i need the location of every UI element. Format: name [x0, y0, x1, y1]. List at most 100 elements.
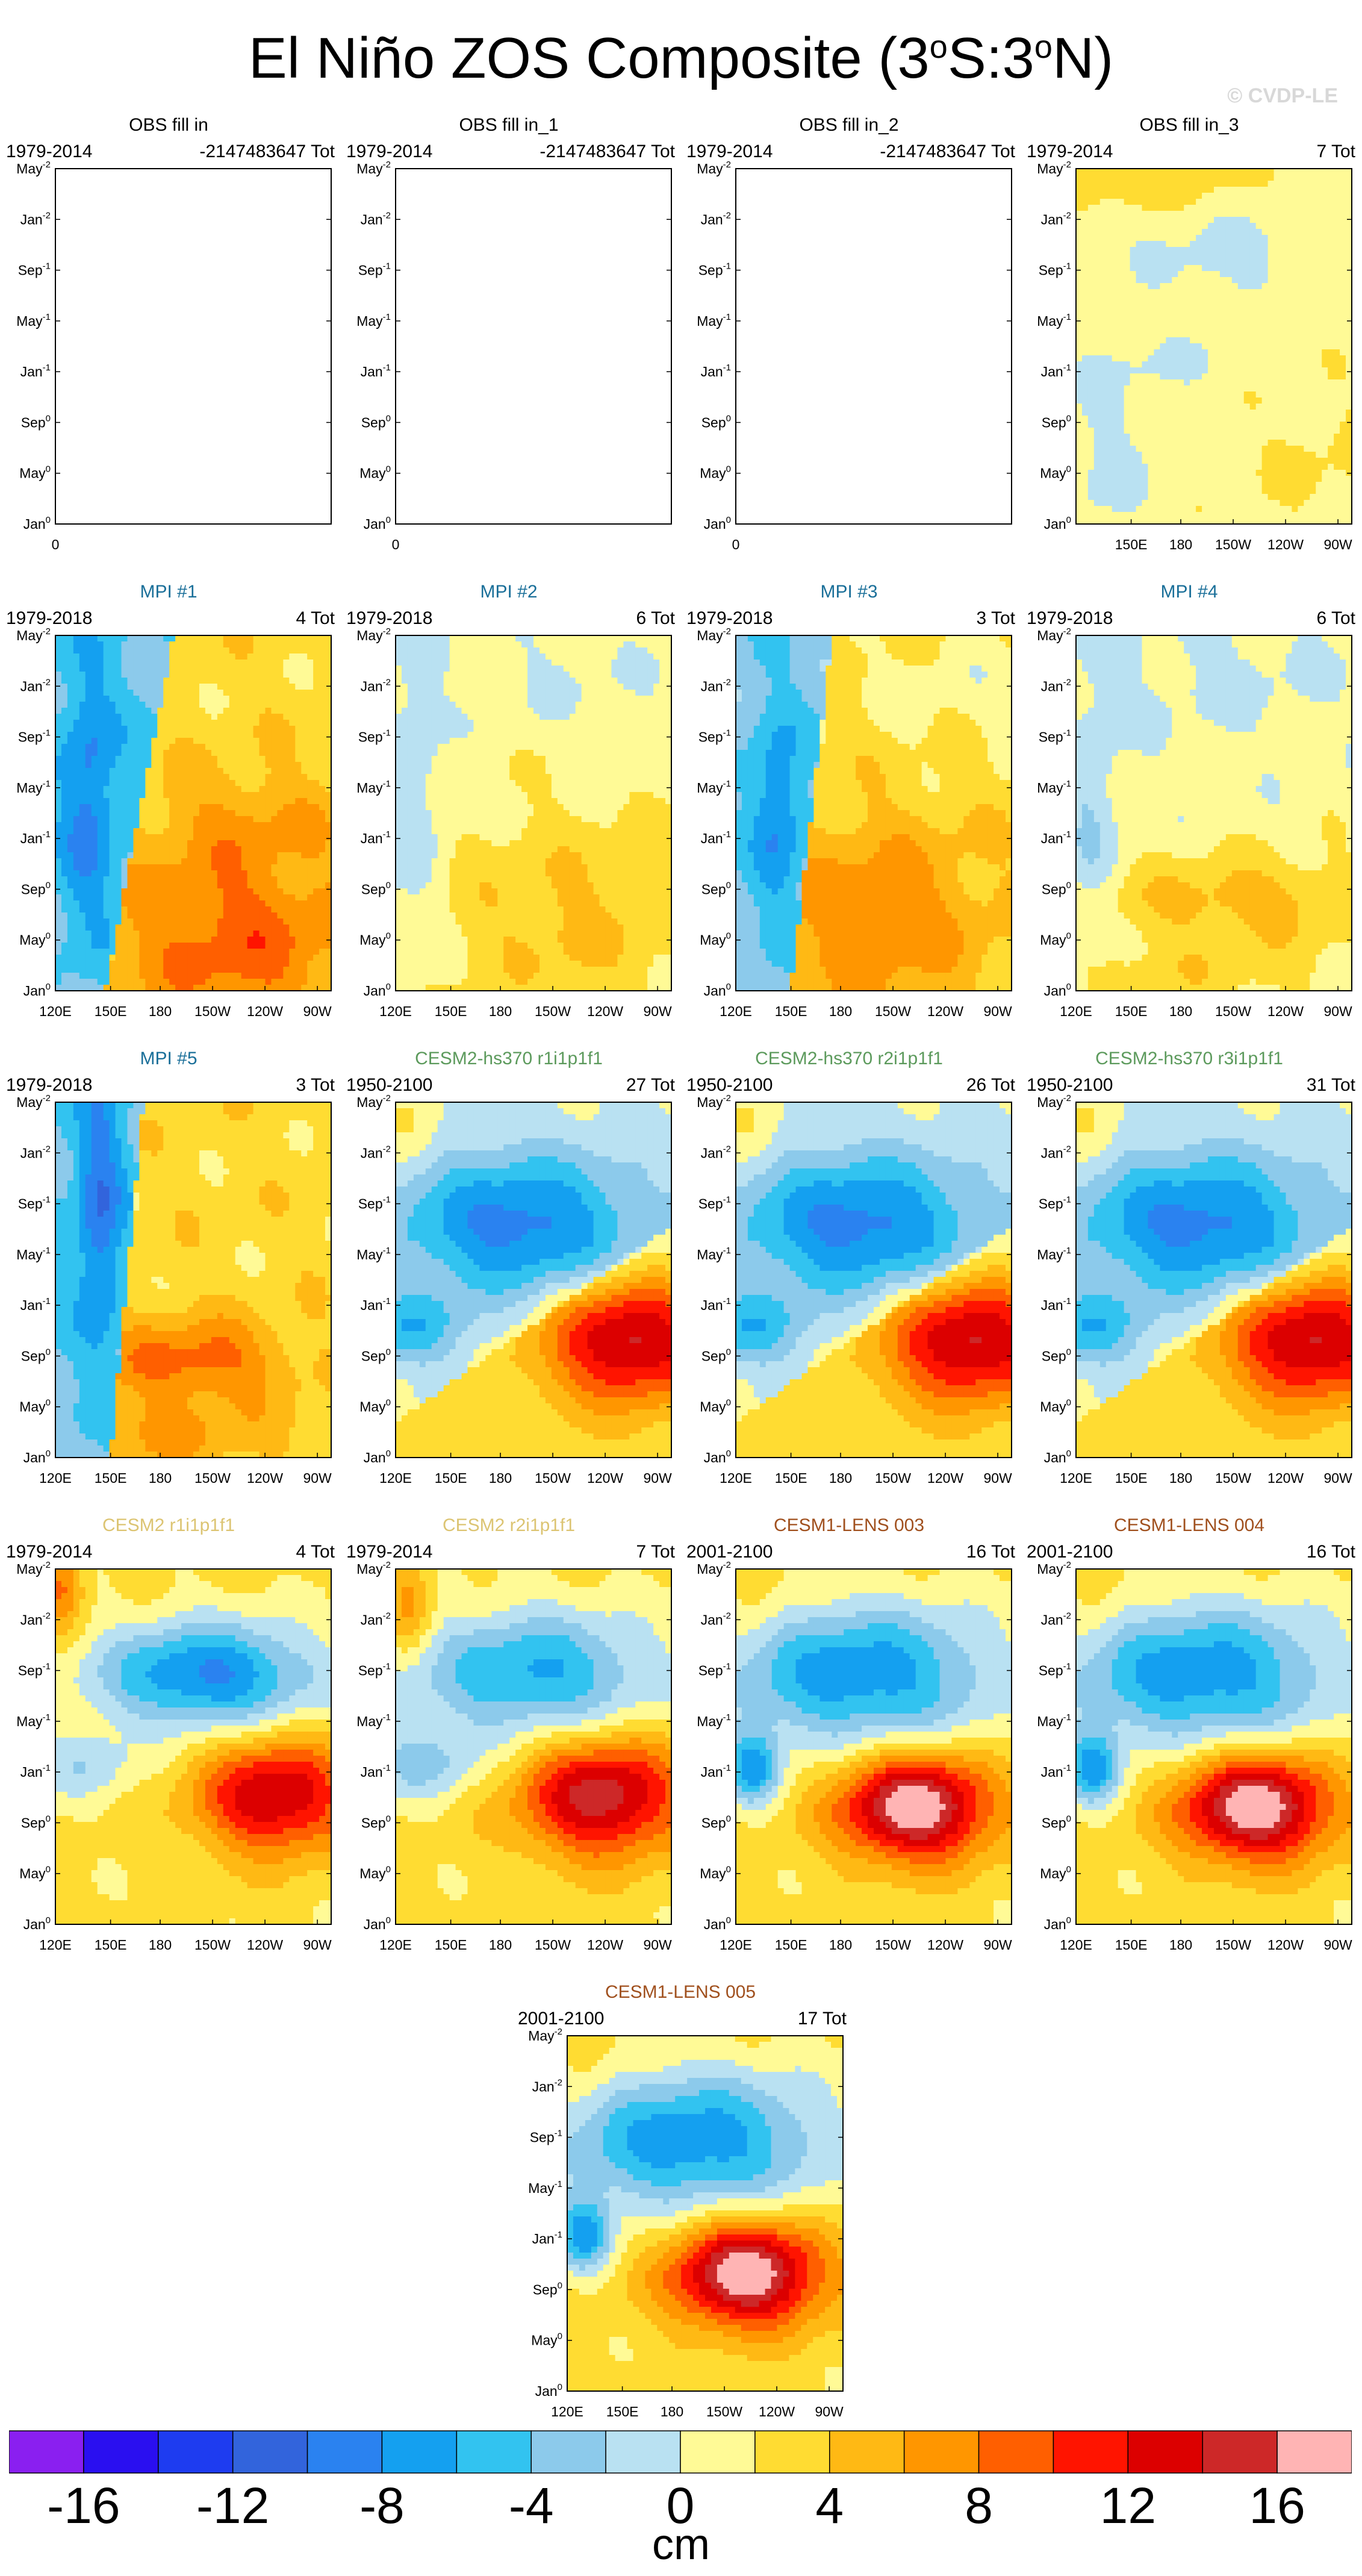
heatmap-cell [1076, 518, 1083, 525]
heatmap-cell [1202, 379, 1208, 386]
heatmap-cell [97, 744, 104, 750]
heatmap-cell [1219, 343, 1227, 350]
heatmap-cell [1340, 313, 1346, 320]
y-tick-label: Jan0 [364, 515, 391, 532]
heatmap-cell [325, 894, 332, 901]
heatmap-cell [55, 678, 62, 684]
heatmap-cell [151, 690, 158, 696]
heatmap-cell [1231, 229, 1239, 235]
heatmap-cell [1316, 265, 1322, 272]
heatmap-cell [223, 816, 230, 823]
heatmap-cell [91, 834, 98, 841]
heatmap-cell [1334, 289, 1340, 296]
heatmap-cell [325, 774, 332, 781]
heatmap-cell [205, 810, 212, 817]
heatmap-cell [163, 864, 170, 871]
heatmap-cell [289, 750, 296, 756]
heatmap-cell [1219, 416, 1227, 422]
heatmap-cell [91, 647, 98, 654]
heatmap-cell [151, 852, 158, 859]
heatmap-cell [1142, 404, 1149, 410]
heatmap-cell [307, 768, 314, 775]
heatmap-cell [1076, 464, 1083, 470]
heatmap-cell [1267, 211, 1275, 217]
heatmap-cell [1093, 428, 1101, 434]
heatmap-cell [1214, 295, 1221, 302]
heatmap-cell [169, 750, 176, 756]
heatmap-cell [1328, 181, 1334, 187]
heatmap-cell [1249, 367, 1257, 374]
heatmap-cell [241, 780, 248, 787]
heatmap-cell [1286, 313, 1293, 320]
heatmap-cell [1237, 422, 1245, 428]
heatmap-cell [1166, 343, 1172, 350]
heatmap-cell [1154, 434, 1160, 440]
heatmap-cell [217, 804, 224, 811]
heatmap-cell [1124, 241, 1131, 248]
heatmap-cell [1286, 391, 1293, 398]
heatmap-cell [1261, 428, 1269, 434]
heatmap-cell [1267, 283, 1275, 290]
heatmap-cell [187, 894, 194, 901]
heatmap-cell [1273, 319, 1281, 326]
heatmap-cell [1304, 199, 1310, 205]
heatmap-cell [1202, 205, 1208, 211]
heatmap-cell [73, 744, 80, 750]
heatmap-cell [133, 696, 140, 702]
heatmap-cell [1136, 301, 1143, 308]
heatmap-cell [1076, 385, 1083, 392]
heatmap-cell [229, 660, 236, 666]
heatmap-cell [187, 696, 194, 702]
heatmap-cell [97, 690, 104, 696]
heatmap-cell [1112, 379, 1119, 386]
heatmap-cell [235, 822, 242, 829]
heatmap-cell [1346, 319, 1352, 326]
heatmap-cell [55, 720, 62, 726]
heatmap-cell [1292, 367, 1298, 374]
heatmap-cell [1166, 241, 1172, 248]
heatmap-cell [313, 804, 320, 811]
heatmap-cell [1166, 476, 1172, 482]
heatmap-cell [1172, 229, 1178, 235]
heatmap-cell [1196, 313, 1202, 320]
x-tick-label: 0 [52, 537, 60, 552]
heatmap-cell [241, 744, 248, 750]
heatmap-cell [295, 810, 302, 817]
heatmap-cell [253, 690, 260, 696]
heatmap-cell [109, 678, 116, 684]
heatmap-cell [1105, 187, 1113, 193]
heatmap-cell [289, 870, 296, 877]
heatmap-cell [1316, 416, 1322, 422]
heatmap-cell [1249, 235, 1257, 242]
heatmap-cell [1214, 337, 1221, 344]
heatmap-cell [139, 810, 146, 817]
heatmap-cell [1160, 391, 1166, 398]
heatmap-cell [1237, 343, 1245, 350]
heatmap-cell [1340, 482, 1346, 488]
heatmap-cell [97, 822, 104, 829]
heatmap-cell [181, 840, 188, 847]
heatmap-cell [169, 744, 176, 750]
heatmap-cell [1286, 458, 1293, 464]
heatmap-cell [109, 786, 116, 793]
heatmap-cell [1196, 361, 1202, 368]
heatmap-cell [1105, 259, 1113, 266]
heatmap-cell [289, 653, 296, 660]
heatmap-cell [1298, 434, 1304, 440]
heatmap-cell [61, 768, 68, 775]
heatmap-cell [319, 822, 326, 829]
heatmap-cell [1172, 169, 1178, 175]
heatmap-cell [235, 864, 242, 871]
heatmap-cell [97, 882, 104, 889]
heatmap-cell [247, 756, 254, 763]
heatmap-cell [1310, 385, 1316, 392]
heatmap-cell [181, 696, 188, 702]
heatmap-cell [1273, 193, 1281, 199]
heatmap-cell [67, 672, 74, 678]
heatmap-cell [223, 774, 230, 781]
heatmap-cell [103, 756, 110, 763]
heatmap-cell [289, 888, 296, 895]
heatmap-cell [103, 828, 110, 835]
heatmap-cell [1286, 464, 1293, 470]
